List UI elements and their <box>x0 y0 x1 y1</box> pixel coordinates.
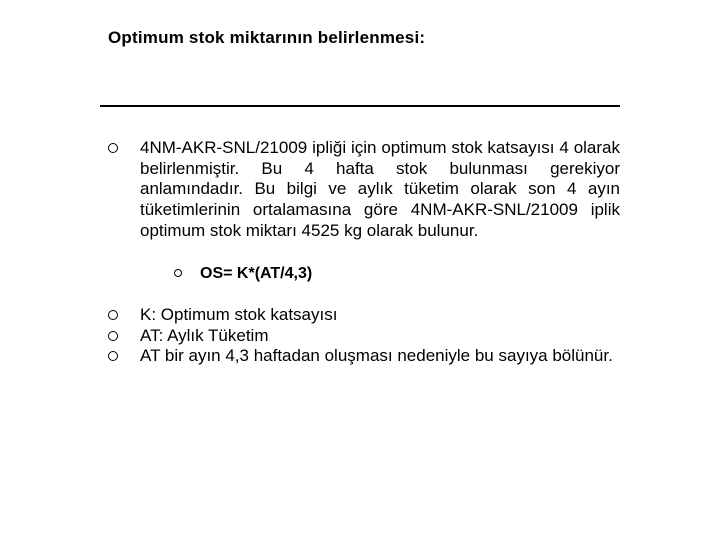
definition-text: K: Optimum stok katsayısı <box>140 305 620 326</box>
definition-text: AT: Aylık Tüketim <box>140 326 620 347</box>
title-divider <box>100 105 620 107</box>
content-area: 4NM-AKR-SNL/21009 ipliği için optimum st… <box>108 138 620 367</box>
circle-bullet-icon <box>174 269 182 277</box>
sub-bullet-item-formula: OS= K*(AT/4,3) <box>174 264 620 283</box>
main-paragraph: 4NM-AKR-SNL/21009 ipliği için optimum st… <box>140 138 620 242</box>
circle-bullet-icon <box>108 310 118 320</box>
definition-text: AT bir ayın 4,3 haftadan oluşması nedeni… <box>140 346 620 367</box>
circle-bullet-icon <box>108 331 118 341</box>
definitions-block: K: Optimum stok katsayısı AT: Aylık Tüke… <box>108 305 620 367</box>
circle-bullet-icon <box>108 351 118 361</box>
bullet-item-main: 4NM-AKR-SNL/21009 ipliği için optimum st… <box>108 138 620 242</box>
bullet-item-def-1: AT: Aylık Tüketim <box>108 326 620 347</box>
slide-title: Optimum stok miktarının belirlenmesi: <box>108 28 425 48</box>
circle-bullet-icon <box>108 143 118 153</box>
slide: Optimum stok miktarının belirlenmesi: 4N… <box>0 0 720 540</box>
formula-text: OS= K*(AT/4,3) <box>200 264 312 283</box>
bullet-item-def-0: K: Optimum stok katsayısı <box>108 305 620 326</box>
bullet-item-def-2: AT bir ayın 4,3 haftadan oluşması nedeni… <box>108 346 620 367</box>
